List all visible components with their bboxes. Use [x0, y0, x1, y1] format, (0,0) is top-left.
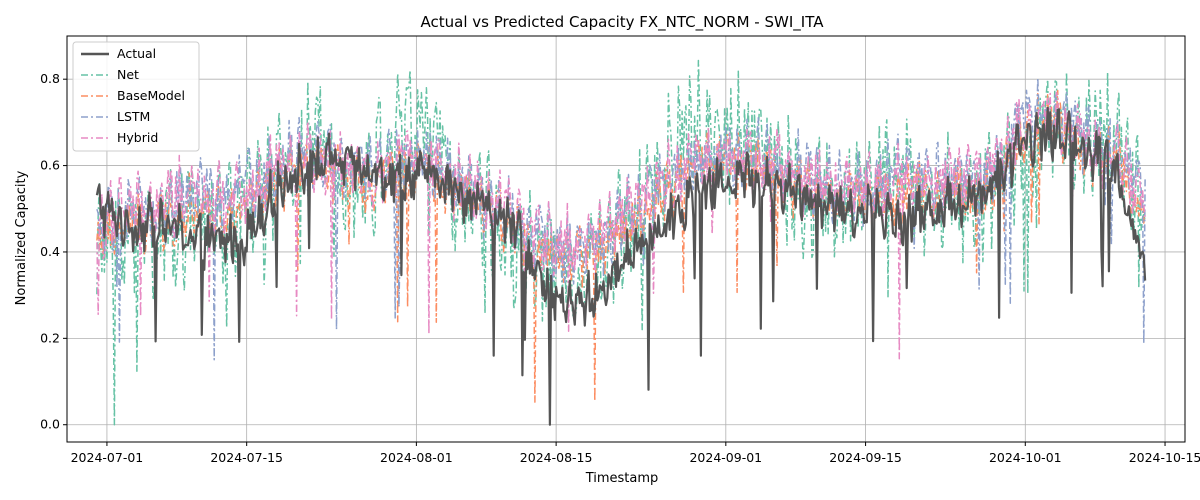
plot-frame	[66, 35, 1186, 443]
y-tick-label: 0.2	[40, 330, 60, 345]
x-tick-label: 2024-07-01	[71, 450, 144, 465]
x-axis-label: Timestamp	[585, 471, 659, 486]
x-tick-label: 2024-08-15	[520, 450, 593, 465]
x-tick-label: 2024-09-01	[689, 450, 762, 465]
x-tick-label: 2024-07-15	[210, 450, 283, 465]
legend: Actual Net BaseModel LSTM Hybrid	[72, 41, 200, 152]
x-axis-ticks: 2024-07-01 2024-07-15 2024-08-01 2024-08-15…	[71, 442, 1200, 465]
y-tick-label: 0.4	[40, 244, 60, 259]
legend-label-basemodel: BaseModel	[117, 88, 185, 103]
x-tick-label: 2024-09-15	[829, 450, 902, 465]
series-line-actual	[95, 106, 1147, 426]
x-tick-label: 2024-08-01	[380, 450, 453, 465]
legend-label-lstm: LSTM	[117, 109, 150, 124]
y-tick-label: 0.0	[40, 417, 60, 432]
y-tick-label: 0.8	[40, 71, 60, 86]
legend-label-net: Net	[117, 67, 139, 82]
legend-label-actual: Actual	[117, 46, 156, 61]
chart-title: Actual vs Predicted Capacity FX_NTC_NORM…	[421, 13, 825, 32]
series-lines	[95, 59, 1147, 426]
y-axis-ticks: 0.0 0.2 0.4 0.6 0.8	[40, 71, 67, 432]
y-axis-label: Normalized Capacity	[14, 170, 29, 305]
x-tick-label: 2024-10-15	[1129, 450, 1200, 465]
series-line-basemodel	[96, 89, 1146, 403]
series-line-hybrid	[96, 91, 1146, 360]
legend-box	[72, 41, 200, 152]
legend-label-hybrid: Hybrid	[117, 130, 158, 145]
y-tick-label: 0.6	[40, 158, 60, 173]
x-tick-label: 2024-10-01	[989, 450, 1062, 465]
